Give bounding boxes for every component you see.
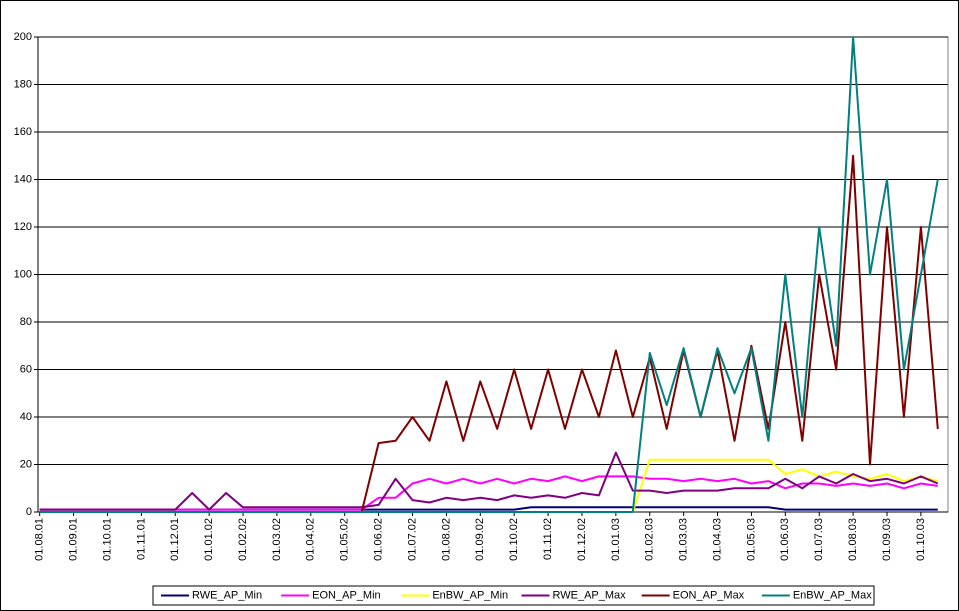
series-line xyxy=(39,36,939,513)
y-tick-label: 80 xyxy=(20,316,32,328)
x-tick-label: 01.11.01 xyxy=(135,518,147,560)
legend-label: RWE_AP_Max xyxy=(553,589,627,601)
y-tick-label: 180 xyxy=(14,78,32,90)
y-tick-label: 20 xyxy=(20,458,32,470)
y-tick-label: 0 xyxy=(26,506,32,518)
legend-label: EnBW_AP_Max xyxy=(793,589,872,601)
y-tick-label: 200 xyxy=(14,31,32,43)
x-tick-label: 01.04.02 xyxy=(305,518,317,561)
series-line xyxy=(39,451,939,511)
x-tick-label: 01.05.02 xyxy=(339,518,351,561)
legend-label: EON_AP_Min xyxy=(312,589,380,601)
y-tick-label: 120 xyxy=(14,221,32,233)
x-tick-label: 01.03.02 xyxy=(271,518,283,561)
x-tick-label: 01.07.03 xyxy=(813,518,825,561)
x-tick-label: 01.08.03 xyxy=(847,518,859,561)
x-tick-label: 01.08.02 xyxy=(440,518,452,561)
x-tick-label: 01.03.03 xyxy=(678,518,690,561)
x-tick-label: 01.12.02 xyxy=(576,518,588,561)
x-tick-label: 01.09.03 xyxy=(881,518,893,561)
y-tick-label: 160 xyxy=(14,126,32,138)
x-tick-label: 01.05.03 xyxy=(745,518,757,561)
x-tick-label: 01.02.02 xyxy=(237,518,249,561)
y-tick-label: 40 xyxy=(20,411,32,423)
x-tick-label: 01.09.01 xyxy=(67,518,79,561)
x-tick-label: 01.07.02 xyxy=(406,518,418,561)
x-tick-label: 01.09.02 xyxy=(474,518,486,561)
y-tick-label: 100 xyxy=(14,268,32,280)
legend-label: RWE_AP_Min xyxy=(192,589,262,601)
legend-box xyxy=(152,585,875,606)
x-tick-label: 01.04.03 xyxy=(711,518,723,561)
series-line xyxy=(39,475,938,511)
y-tick-label: 140 xyxy=(14,173,32,185)
x-tick-label: 01.10.02 xyxy=(508,518,520,561)
x-tick-label: 01.06.03 xyxy=(779,518,791,561)
legend-label: EnBW_AP_Min xyxy=(432,589,508,601)
x-tick-label: 01.10.01 xyxy=(101,518,113,561)
x-tick-label: 01.12.01 xyxy=(169,518,181,561)
x-tick-label: 01.01.03 xyxy=(610,518,622,561)
x-tick-label: 01.06.02 xyxy=(373,518,385,561)
x-tick-label: 01.01.02 xyxy=(203,518,215,561)
x-tick-label: 01.02.03 xyxy=(644,518,656,561)
x-tick-label: 01.08.01 xyxy=(34,518,46,561)
legend-label: EON_AP_Max xyxy=(673,589,745,601)
x-tick-label: 01.11.02 xyxy=(542,518,554,560)
y-tick-label: 60 xyxy=(20,363,32,375)
x-tick-label: 01.10.03 xyxy=(915,518,927,561)
